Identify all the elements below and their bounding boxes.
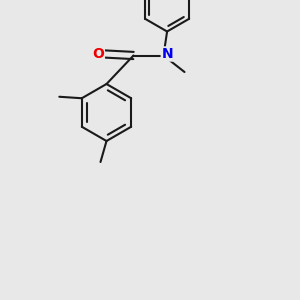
Text: N: N bbox=[161, 47, 173, 61]
Text: O: O bbox=[92, 47, 104, 61]
Text: O: O bbox=[92, 47, 104, 61]
Text: N: N bbox=[161, 47, 173, 61]
